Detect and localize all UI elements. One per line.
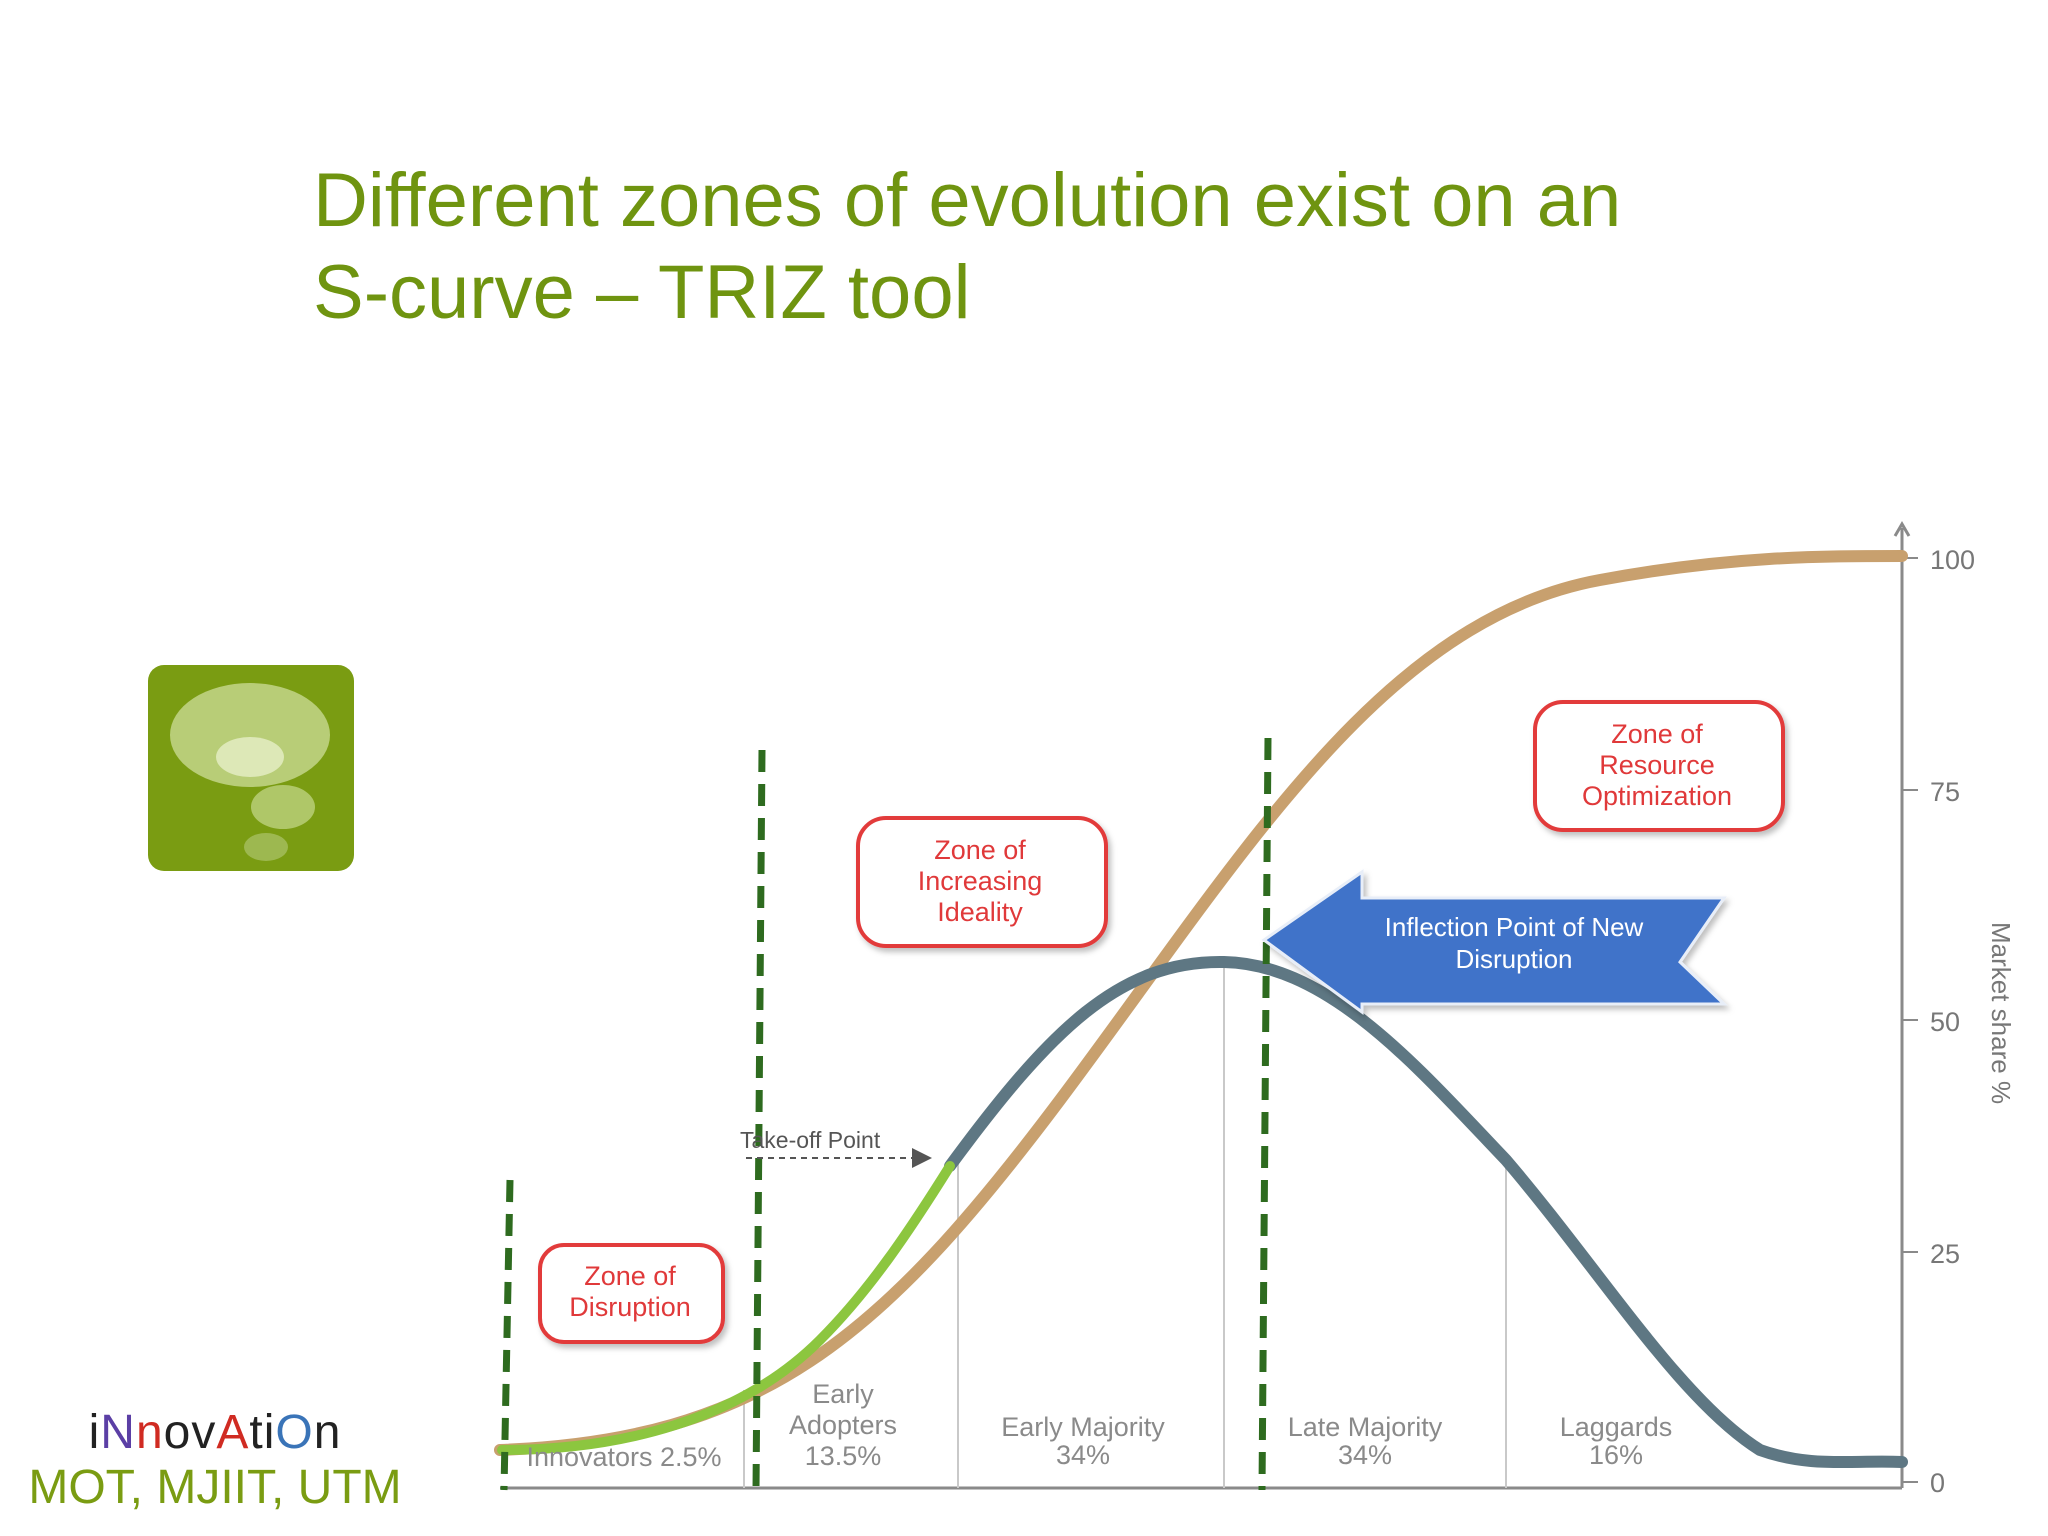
branding: iNnovAtiOn MOT, MJIIT, UTM (0, 1405, 430, 1515)
segment-late-majority-l2: 34% (1338, 1440, 1392, 1470)
tick-100: 100 (1930, 545, 1975, 575)
bell-curve (944, 955, 1908, 1469)
title-line-1: Different zones of evolution exist on an (313, 158, 1622, 243)
arrow-text-l2: Disruption (1455, 944, 1572, 974)
tick-0: 0 (1930, 1468, 1945, 1498)
takeoff-label: Take-off Point (740, 1127, 881, 1153)
segment-late-majority-l1: Late Majority (1288, 1412, 1443, 1442)
brand-subtitle: MOT, MJIIT, UTM (28, 1461, 402, 1514)
segment-early-adopters-l1: Early (812, 1379, 874, 1409)
zone-dividers (500, 737, 1272, 1491)
segment-laggards-l1: Laggards (1560, 1412, 1673, 1442)
thought-bubble-icon (148, 665, 354, 871)
s-curve-svg: 100 75 50 25 0 Market share % Take-off P… (494, 521, 2016, 1498)
tick-25: 25 (1930, 1239, 1960, 1269)
s-curve (494, 550, 1908, 1456)
zone-ideality: Zone of Increasing Ideality (856, 816, 1108, 948)
zone-resource-l1: Zone of (1611, 719, 1703, 749)
zone-ideality-l3: Ideality (937, 897, 1023, 927)
zone-ideality-l1: Zone of (934, 835, 1026, 865)
segment-early-majority-l2: 34% (1056, 1440, 1110, 1470)
axis-label: Market share % (1986, 922, 2016, 1104)
zone-resource-l2: Resource (1599, 750, 1715, 780)
tick-75: 75 (1930, 777, 1960, 807)
zone-resource-l3: Optimization (1582, 781, 1732, 811)
inflection-arrow: Inflection Point of New Disruption (1261, 869, 1728, 1015)
zone-ideality-l2: Increasing (918, 866, 1043, 896)
segment-early-adopters-l3: 13.5% (805, 1441, 882, 1471)
segment-early-majority-l1: Early Majority (1001, 1412, 1165, 1442)
arrow-text-l1: Inflection Point of New (1385, 912, 1644, 942)
zone-resource: Zone of Resource Optimization (1533, 700, 1785, 832)
zone-disruption-l2: Disruption (569, 1292, 691, 1322)
segment-dividers (743, 965, 1507, 1488)
title-line-2: S-curve – TRIZ tool (313, 250, 971, 335)
y-axis (500, 521, 1918, 1490)
tick-50: 50 (1930, 1007, 1960, 1037)
s-curve-diagram: 100 75 50 25 0 Market share % Take-off P… (470, 500, 2048, 1536)
segment-early-adopters-l2: Adopters (789, 1410, 897, 1440)
zone-disruption: Zone of Disruption (538, 1243, 725, 1344)
zone-disruption-l1: Zone of (584, 1261, 676, 1291)
bell-curve-early (497, 1161, 955, 1455)
brand-word: iNnovAtiOn (88, 1406, 342, 1459)
slide-title: Different zones of evolution exist on an… (313, 155, 1913, 339)
segment-laggards-l2: 16% (1589, 1440, 1643, 1470)
segment-innovators: Innovators 2.5% (526, 1442, 721, 1472)
